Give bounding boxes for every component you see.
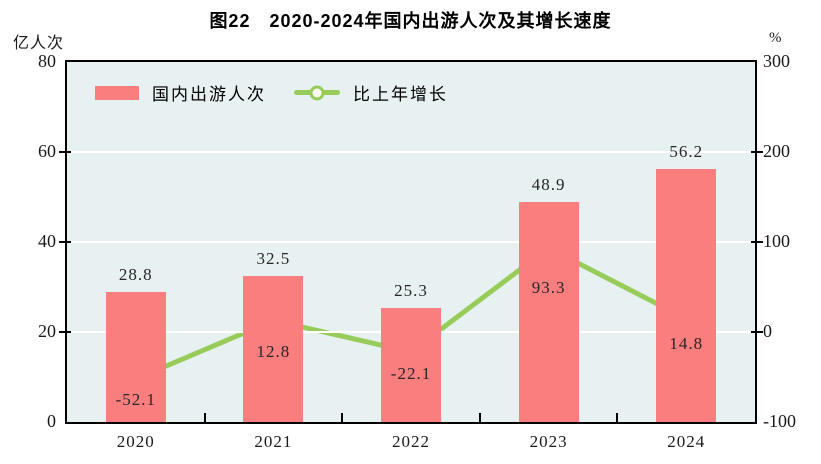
bar-2024 [656, 169, 717, 422]
legend-bar-swatch [95, 85, 139, 100]
x-axis-category-label: 2022 [392, 432, 430, 451]
bar-2020 [105, 292, 166, 422]
line-value-label: 93.3 [531, 278, 566, 298]
right-axis-tick [751, 331, 763, 333]
legend-line-marker-icon [294, 85, 340, 100]
legend-bar-label: 国内出游人次 [152, 85, 266, 104]
right-axis-unit-label: % [769, 30, 782, 46]
line-value-label: 14.8 [669, 333, 704, 353]
left-axis-tick [59, 241, 71, 243]
bar-value-label: 25.3 [394, 281, 428, 301]
right-axis-tick [751, 241, 763, 243]
right-axis-tick-label: -100 [763, 411, 796, 431]
left-axis-tick-label: 80 [38, 51, 56, 71]
legend-line-label: 比上年增长 [353, 85, 448, 104]
x-axis-category-label: 2023 [529, 432, 568, 451]
x-axis-tick [478, 413, 481, 422]
bar-2023 [518, 201, 579, 422]
left-axis-tick [59, 331, 71, 333]
left-axis-tick-label: 20 [38, 321, 56, 341]
bar-2021 [243, 275, 304, 422]
bar-value-label: 32.5 [256, 248, 291, 268]
right-axis-tick-label: 300 [763, 51, 790, 71]
x-axis-tick [616, 413, 619, 422]
bar-value-label: 48.9 [531, 174, 566, 194]
right-axis-tick [751, 151, 763, 153]
line-value-label: -22.1 [390, 363, 432, 383]
bar-value-label: 28.8 [118, 265, 153, 285]
gridline [67, 241, 755, 243]
left-axis-unit-label: 亿人次 [13, 35, 65, 52]
right-axis-tick-label: 100 [763, 231, 790, 251]
right-axis-tick-label: 0 [763, 321, 772, 341]
legend: 国内出游人次 比上年增长 [95, 80, 448, 105]
line-value-label: -52.1 [115, 389, 157, 409]
bar-value-label: 56.2 [669, 142, 704, 162]
x-axis-category-label: 2020 [116, 432, 155, 451]
x-axis-category-label: 2024 [667, 432, 706, 451]
x-axis-tick [341, 413, 344, 422]
plot-area: 国内出游人次 比上年增长 28.8 32.5 25.3 48.9 56.2 -52.1 12… [59, 60, 763, 424]
chart-title: 图22 2020-2024年国内出游人次及其增长速度 [209, 11, 612, 31]
x-axis-category-label: 2021 [254, 432, 293, 451]
x-axis-tick [203, 413, 206, 422]
left-axis-tick-label: 0 [47, 411, 56, 431]
left-axis-tick-label: 40 [38, 231, 56, 251]
left-axis-tick-label: 60 [38, 141, 56, 161]
left-axis-tick [59, 151, 71, 153]
line-value-label: 12.8 [256, 342, 291, 362]
bar-2022 [381, 308, 441, 422]
gridline [67, 151, 755, 153]
right-axis-tick-label: 200 [763, 141, 790, 161]
